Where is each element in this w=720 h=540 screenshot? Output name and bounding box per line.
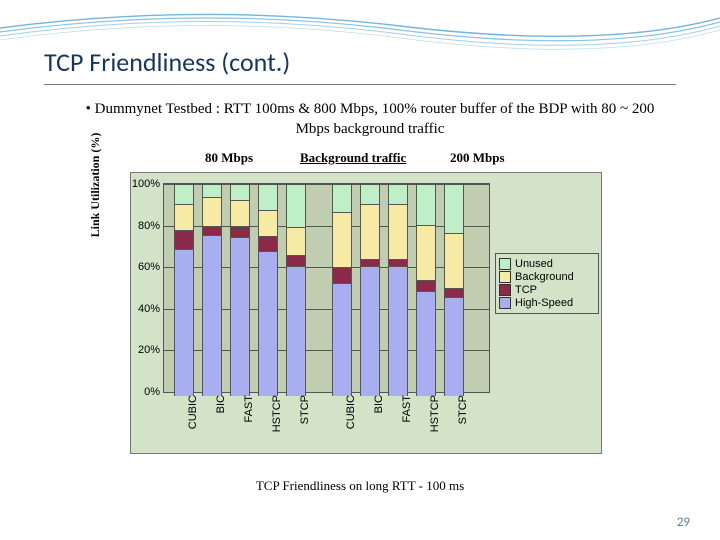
bar-segment-high_speed: [202, 235, 222, 396]
x-tick-label: CUBIC: [345, 395, 357, 445]
legend-item: TCP: [499, 284, 595, 296]
legend-item: High-Speed: [499, 297, 595, 309]
x-tick-label: HSTCP: [271, 395, 283, 445]
bullet-text: • Dummynet Testbed : RTT 100ms & 800 Mbp…: [70, 100, 670, 139]
bar: [444, 184, 462, 392]
y-tick-label: 20%: [130, 344, 160, 356]
bar-segment-high_speed: [360, 266, 380, 396]
bar-segment-background: [416, 225, 436, 280]
bar-segment-unused: [258, 184, 278, 210]
legend-item: Unused: [499, 258, 595, 270]
bar: [230, 184, 248, 392]
bar-segment-unused: [360, 184, 380, 204]
bar-segment-tcp: [360, 259, 380, 266]
y-tick-label: 0%: [130, 386, 160, 398]
bar-segment-high_speed: [332, 283, 352, 396]
bar-segment-unused: [444, 184, 464, 233]
bar-segment-tcp: [286, 255, 306, 266]
bar-segment-high_speed: [286, 266, 306, 396]
bar-segment-high_speed: [388, 266, 408, 396]
bar: [174, 184, 192, 392]
bar-segment-high_speed: [258, 251, 278, 396]
bar: [202, 184, 220, 392]
bar: [286, 184, 304, 392]
legend-label: TCP: [515, 284, 537, 296]
x-tick-label: BIC: [215, 395, 227, 445]
bar-segment-background: [360, 204, 380, 259]
x-tick-label: FAST: [401, 395, 413, 445]
bar: [258, 184, 276, 392]
bar-segment-tcp: [258, 236, 278, 252]
x-tick-label: STCP: [299, 395, 311, 445]
bar-segment-unused: [416, 184, 436, 225]
bg-mid-label: Background traffic: [300, 150, 406, 166]
chart-caption: TCP Friendliness on long RTT - 100 ms: [0, 478, 720, 494]
bar-segment-unused: [202, 184, 222, 197]
bar: [332, 184, 350, 392]
x-tick-label: BIC: [373, 395, 385, 445]
bar-segment-unused: [174, 184, 194, 204]
bar: [416, 184, 434, 392]
plot-area: 0%20%40%60%80%100%: [163, 183, 490, 393]
x-tick-label: HSTCP: [429, 395, 441, 445]
x-tick-label: FAST: [243, 395, 255, 445]
bar-segment-background: [444, 233, 464, 288]
bar-segment-high_speed: [416, 291, 436, 396]
legend: UnusedBackgroundTCPHigh-Speed: [495, 253, 599, 314]
page-number: 29: [677, 515, 690, 530]
bar-segment-tcp: [230, 226, 250, 237]
bar-segment-unused: [286, 184, 306, 227]
y-tick-label: 100%: [130, 178, 160, 190]
bar-segment-unused: [388, 184, 408, 204]
bar-segment-background: [286, 227, 306, 255]
bar-segment-background: [202, 197, 222, 225]
bar-segment-tcp: [416, 280, 436, 291]
legend-label: Background: [515, 271, 574, 283]
bar-segment-high_speed: [444, 297, 464, 396]
chart-area: 0%20%40%60%80%100% UnusedBackgroundTCPHi…: [130, 172, 602, 454]
bar-segment-tcp: [174, 230, 194, 250]
legend-swatch: [499, 271, 511, 283]
title-underline: [44, 84, 676, 85]
legend-swatch: [499, 297, 511, 309]
bar-segment-background: [174, 204, 194, 230]
bg-right-label: 200 Mbps: [450, 150, 505, 166]
bar-segment-tcp: [202, 226, 222, 235]
bar-segment-tcp: [388, 259, 408, 266]
slide-title: TCP Friendliness (cont.): [44, 46, 290, 78]
y-tick-label: 40%: [130, 303, 160, 315]
bar-segment-high_speed: [174, 249, 194, 396]
y-tick-label: 60%: [130, 261, 160, 273]
bar-segment-high_speed: [230, 237, 250, 396]
x-tick-label: CUBIC: [187, 395, 199, 445]
bar-segment-background: [332, 212, 352, 267]
bar: [360, 184, 378, 392]
legend-label: High-Speed: [515, 297, 573, 309]
bar-segment-background: [388, 204, 408, 259]
bar: [388, 184, 406, 392]
x-tick-label: STCP: [457, 395, 469, 445]
y-tick-label: 80%: [130, 220, 160, 232]
legend-item: Background: [499, 271, 595, 283]
y-axis-label: Link Utilization (%): [88, 110, 103, 260]
bar-segment-background: [230, 200, 250, 226]
bar-segment-tcp: [444, 288, 464, 297]
legend-swatch: [499, 258, 511, 270]
bar-segment-unused: [230, 184, 250, 200]
bar-segment-tcp: [332, 267, 352, 283]
legend-label: Unused: [515, 258, 553, 270]
bar-segment-unused: [332, 184, 352, 212]
legend-swatch: [499, 284, 511, 296]
bar-segment-background: [258, 210, 278, 236]
bg-left-label: 80 Mbps: [205, 150, 253, 166]
